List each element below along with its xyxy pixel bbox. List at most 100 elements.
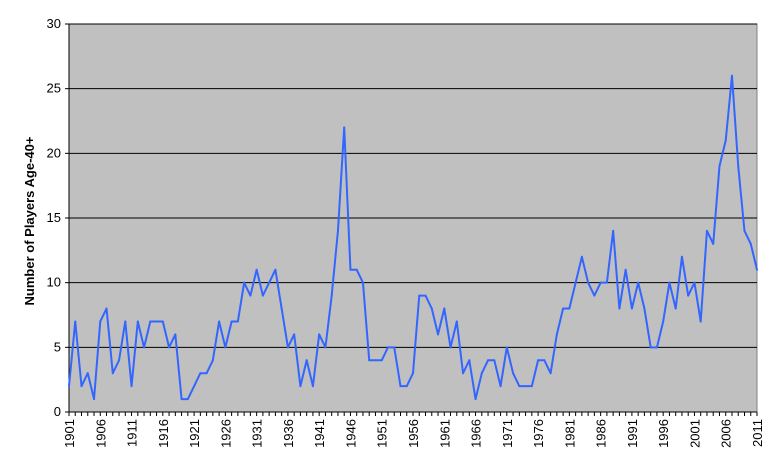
data-point [612, 229, 615, 232]
data-point [705, 229, 708, 232]
x-tick-label: 1941 [312, 419, 327, 448]
data-point [474, 398, 477, 401]
data-point [449, 346, 452, 349]
data-point [499, 385, 502, 388]
data-point [274, 268, 277, 271]
data-point [324, 346, 327, 349]
data-point [537, 359, 540, 362]
data-point [737, 165, 740, 168]
y-tick-label: 15 [47, 210, 61, 225]
data-point [718, 165, 721, 168]
data-point [118, 359, 121, 362]
y-tick-label: 25 [47, 81, 61, 96]
x-tick-label: 1971 [500, 419, 515, 448]
data-point [605, 281, 608, 284]
data-point [393, 346, 396, 349]
data-point [311, 385, 314, 388]
data-point [243, 281, 246, 284]
data-point [580, 255, 583, 258]
data-point [343, 126, 346, 129]
data-point [505, 346, 508, 349]
data-point [480, 372, 483, 375]
data-point [530, 385, 533, 388]
data-point [624, 268, 627, 271]
x-tick-label: 1991 [625, 419, 640, 448]
data-point [111, 372, 114, 375]
data-point [280, 307, 283, 310]
data-point [543, 359, 546, 362]
x-tick-label: 1931 [250, 419, 265, 448]
data-point [699, 320, 702, 323]
series-layer [68, 74, 758, 401]
data-point [218, 320, 221, 323]
y-tick-label: 20 [47, 145, 61, 160]
data-point [336, 229, 339, 232]
data-point [286, 346, 289, 349]
data-point [512, 372, 515, 375]
data-point [687, 294, 690, 297]
data-point [655, 346, 658, 349]
data-point [68, 385, 70, 388]
data-point [662, 320, 665, 323]
x-tick-label: 1961 [437, 419, 452, 448]
y-tick-label: 10 [47, 275, 61, 290]
data-point [724, 139, 727, 142]
data-point [80, 385, 83, 388]
data-point [368, 359, 371, 362]
data-point [424, 294, 427, 297]
x-tick-label: 1966 [469, 419, 484, 448]
x-tick-label: 2011 [750, 419, 765, 447]
x-tick-label: 1936 [281, 419, 296, 448]
data-point [230, 320, 233, 323]
data-point [305, 359, 308, 362]
x-tick-label: 1981 [562, 419, 577, 448]
y-tick-label: 0 [54, 404, 61, 419]
data-point [680, 255, 683, 258]
x-tick-label: 1901 [62, 419, 77, 448]
data-point [518, 385, 521, 388]
data-point [618, 307, 621, 310]
data-point [224, 346, 227, 349]
data-point [568, 307, 571, 310]
data-point [756, 268, 758, 271]
data-point [136, 320, 139, 323]
data-point [574, 281, 577, 284]
data-point [562, 307, 565, 310]
data-point [93, 398, 96, 401]
data-point [405, 385, 408, 388]
data-point [86, 372, 89, 375]
x-tick-label: 1986 [594, 419, 609, 448]
x-tick-label: 1976 [531, 419, 546, 448]
data-point [199, 372, 202, 375]
data-point [412, 372, 414, 375]
data-point [318, 333, 321, 336]
data-point [549, 372, 552, 375]
data-point [174, 333, 177, 336]
data-point [211, 359, 214, 362]
data-point [593, 294, 596, 297]
data-point [330, 294, 333, 297]
data-point [180, 398, 183, 401]
x-tick-label: 1951 [375, 419, 390, 448]
data-point [587, 281, 590, 284]
data-point [455, 320, 458, 323]
x-tick-label: 1996 [656, 419, 671, 448]
data-point [437, 333, 440, 336]
data-point [743, 229, 746, 232]
x-tick-label: 1916 [156, 419, 171, 448]
data-point [261, 294, 264, 297]
data-point [299, 385, 302, 388]
data-point [649, 346, 652, 349]
data-point [205, 372, 208, 375]
data-point [293, 333, 296, 336]
x-tick-label: 1956 [406, 419, 421, 448]
data-point [124, 320, 127, 323]
data-point [524, 385, 527, 388]
data-point [155, 320, 158, 323]
data-point [386, 346, 389, 349]
data-point [193, 385, 196, 388]
data-point [399, 385, 402, 388]
data-point [430, 307, 433, 310]
x-tick-label: 1926 [218, 419, 233, 448]
